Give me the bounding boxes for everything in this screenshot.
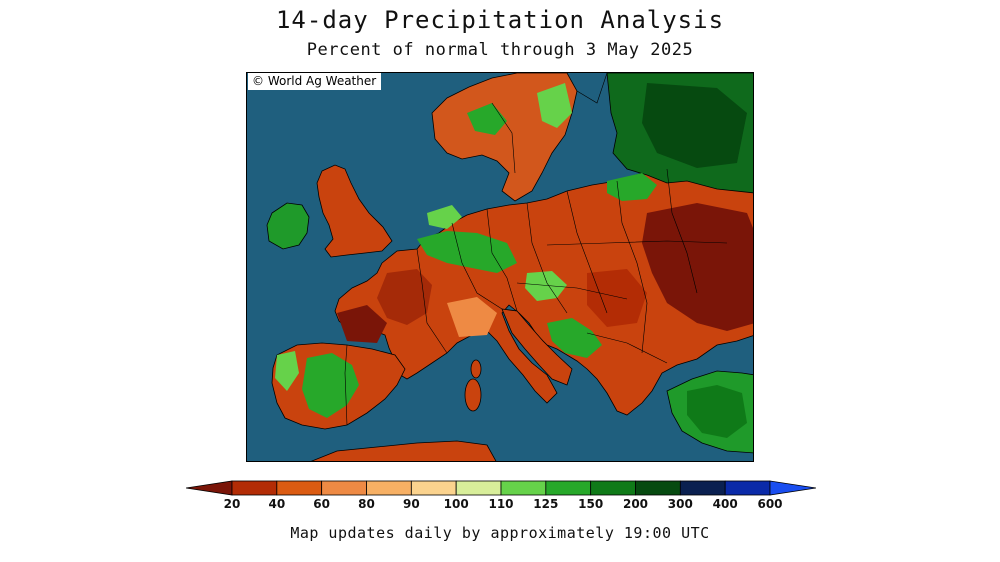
colorbar-segment (321, 480, 367, 496)
colorbar-tick-label: 90 (402, 497, 420, 511)
colorbar-segment (679, 480, 726, 496)
precipitation-map (246, 72, 754, 462)
colorbar-tick-label: 300 (667, 497, 693, 511)
map-subtitle: Percent of normal through 3 May 2025 (306, 40, 694, 60)
map-title: 14-day Precipitation Analysis (275, 6, 725, 34)
colorbar-tick-label: 150 (578, 497, 604, 511)
footer-note: Map updates daily by approximately 19:00… (290, 524, 710, 542)
colorbar-tick-label: 200 (622, 497, 649, 511)
land-sardinia (464, 378, 482, 412)
colorbar (186, 480, 816, 496)
land-ireland (266, 202, 310, 250)
credit-label: © World Ag Weather (248, 73, 382, 90)
colorbar-segment (455, 480, 502, 496)
colorbar-max-arrow (769, 480, 816, 496)
above-normal-patches (275, 83, 747, 438)
colorbar-tick-label: 40 (268, 497, 286, 511)
colorbar-tick-label: 125 (533, 497, 559, 511)
map-canvas (247, 73, 753, 461)
land-italy (501, 308, 573, 386)
colorbar-segment (724, 480, 771, 496)
colorbar-segment (500, 480, 547, 496)
colorbar-segment (635, 480, 681, 496)
colorbar-tick-label: 110 (488, 497, 514, 511)
colorbar-segment (410, 480, 457, 496)
colorbar-tick-label: 80 (358, 497, 375, 511)
colorbar-segments (186, 480, 816, 496)
colorbar-tick-label: 20 (223, 497, 241, 511)
colorbar-segment (590, 480, 636, 496)
land-north-africa (310, 440, 497, 461)
colorbar-tick-label: 600 (757, 497, 783, 511)
colorbar-tick-label: 400 (712, 497, 738, 511)
colorbar-segment (366, 480, 412, 496)
country-borders (344, 73, 728, 426)
colorbar-segment (276, 480, 323, 496)
colorbar-segment (545, 480, 592, 496)
colorbar-min-arrow (186, 480, 233, 496)
colorbar-tick-label: 60 (313, 497, 331, 511)
land-great-britain (316, 164, 393, 258)
colorbar-tick-label: 100 (443, 497, 469, 511)
colorbar-segment (231, 480, 278, 496)
land-corsica (470, 359, 482, 379)
below-normal-patches (337, 203, 753, 343)
